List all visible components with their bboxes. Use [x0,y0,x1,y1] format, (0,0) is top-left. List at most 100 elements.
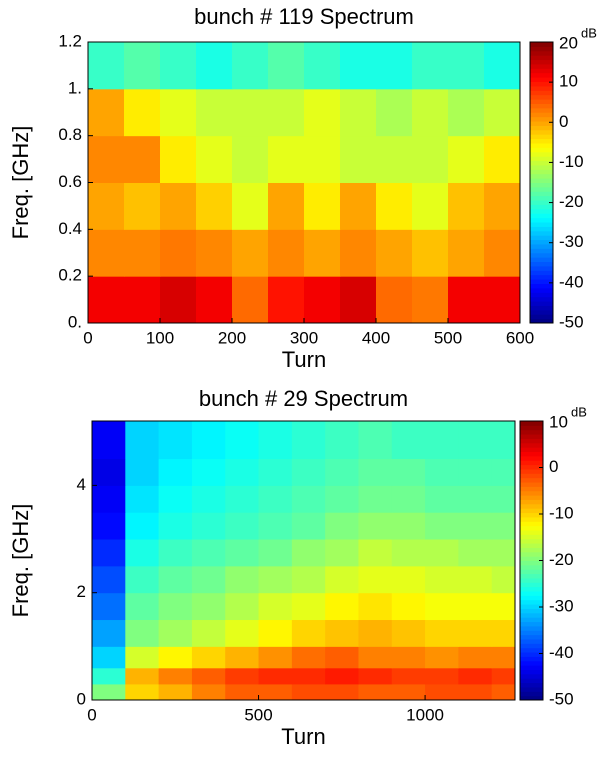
heatmap-cell [358,683,393,701]
colorbar-swatch [520,503,543,509]
heatmap-cell [325,421,359,460]
colorbar-swatch [520,555,543,561]
heatmap-cell [358,592,393,621]
heatmap-cell [191,565,226,594]
colorbar-tick-label: -50 [559,312,584,331]
plot-frame [91,420,516,701]
heatmap-cell [160,182,197,230]
heatmap-cell [325,512,359,540]
heatmap-cell [458,512,493,540]
colorbar-swatch [530,221,553,227]
heatmap-cell [258,485,293,513]
colorbar-swatch [520,612,543,618]
colorbar-swatch [530,199,553,205]
colorbar-swatch [520,677,543,684]
y-tick-label: 1.2 [58,31,82,50]
heatmap-cell [191,485,226,513]
heatmap-cell [412,229,449,277]
heatmap-cell [88,135,125,183]
colorbar-tick-label: -20 [549,550,574,569]
colorbar-swatch [520,477,543,483]
heatmap-cell [92,512,126,540]
heatmap-cell [258,592,293,621]
colorbar-swatch [520,455,543,461]
heatmap-cell [124,276,161,324]
heatmap-cell [191,683,226,701]
colorbar-tick-label: 10 [549,412,568,431]
heatmap-cell [340,182,377,230]
heatmap-cell [268,276,305,324]
heatmap-cell [391,565,426,594]
heatmap-cell [325,458,359,486]
heatmap-cell [232,229,269,277]
heatmap-cell [484,42,521,90]
heatmap-cell [448,229,485,277]
heatmap-cell [340,135,377,183]
heatmap-cell [232,42,269,90]
heatmap-cell [124,182,161,230]
heatmap-cell [425,565,459,594]
heatmap-cell [125,565,160,594]
colorbar-swatch [530,94,553,100]
heatmap-cell [124,42,161,90]
x-tick-label: 100 [146,328,174,347]
heatmap-cell [425,646,459,669]
heatmap-cell [191,667,226,685]
heatmap-cell [88,229,125,277]
heatmap-cell [304,182,341,230]
colorbar-swatch [530,160,553,166]
heatmap-cell [425,619,459,647]
heatmap-cell [125,619,160,647]
colorbar-swatch [530,168,553,175]
heatmap-cell [125,683,160,701]
x-tick-label: 300 [290,328,318,347]
colorbar-swatch [530,296,553,302]
heatmap-cell [448,42,485,90]
colorbar-swatch [530,76,553,83]
colorbar-swatch [530,261,553,267]
colorbar-swatch [530,155,553,162]
heatmap-cell [158,565,193,594]
heatmap-cell [425,485,459,513]
colorbar-swatch [520,695,543,701]
colorbar-swatch [530,239,553,245]
colorbar-swatch [530,59,553,65]
heatmap-cell [358,539,393,567]
heatmap-cell [358,646,393,669]
heatmap-cell [491,539,516,567]
heatmap-cell [304,42,341,90]
heatmap-cell [391,592,426,621]
colorbar-swatch [530,98,553,104]
colorbar-swatch [530,190,553,197]
colorbar-swatch [520,459,543,466]
y-tick-label: 0.4 [58,219,82,238]
colorbar-swatch [530,85,553,91]
heatmap-cell [125,592,160,621]
colorbar-tick-label: 20 [559,33,578,52]
x-tick-label: 1000 [406,705,444,724]
colorbar-swatch [530,81,553,87]
heatmap-cell [225,539,260,567]
colorbar-swatch [520,538,543,544]
heatmap-cell [325,667,359,685]
heatmap-cell [325,592,359,621]
x-tick-label: 200 [218,328,246,347]
heatmap-cell [448,276,485,324]
heatmap-cell [158,421,193,460]
heatmap-cell [458,619,493,647]
heatmap-cell [196,276,233,324]
colorbar-swatch [530,41,553,47]
colorbar-swatch [520,490,543,496]
heatmap-cell [258,458,293,486]
heatmap-cell [158,485,193,513]
colorbar-swatch [520,433,543,439]
heatmap-cell [196,182,233,230]
heatmap-cell [268,229,305,277]
heatmap-cell [125,512,160,540]
colorbar-swatch [530,230,553,236]
heatmap-cell [232,182,269,230]
heatmap-cell [291,683,326,701]
heatmap-cell [258,619,293,647]
colorbar-tick-label: 10 [559,72,578,91]
